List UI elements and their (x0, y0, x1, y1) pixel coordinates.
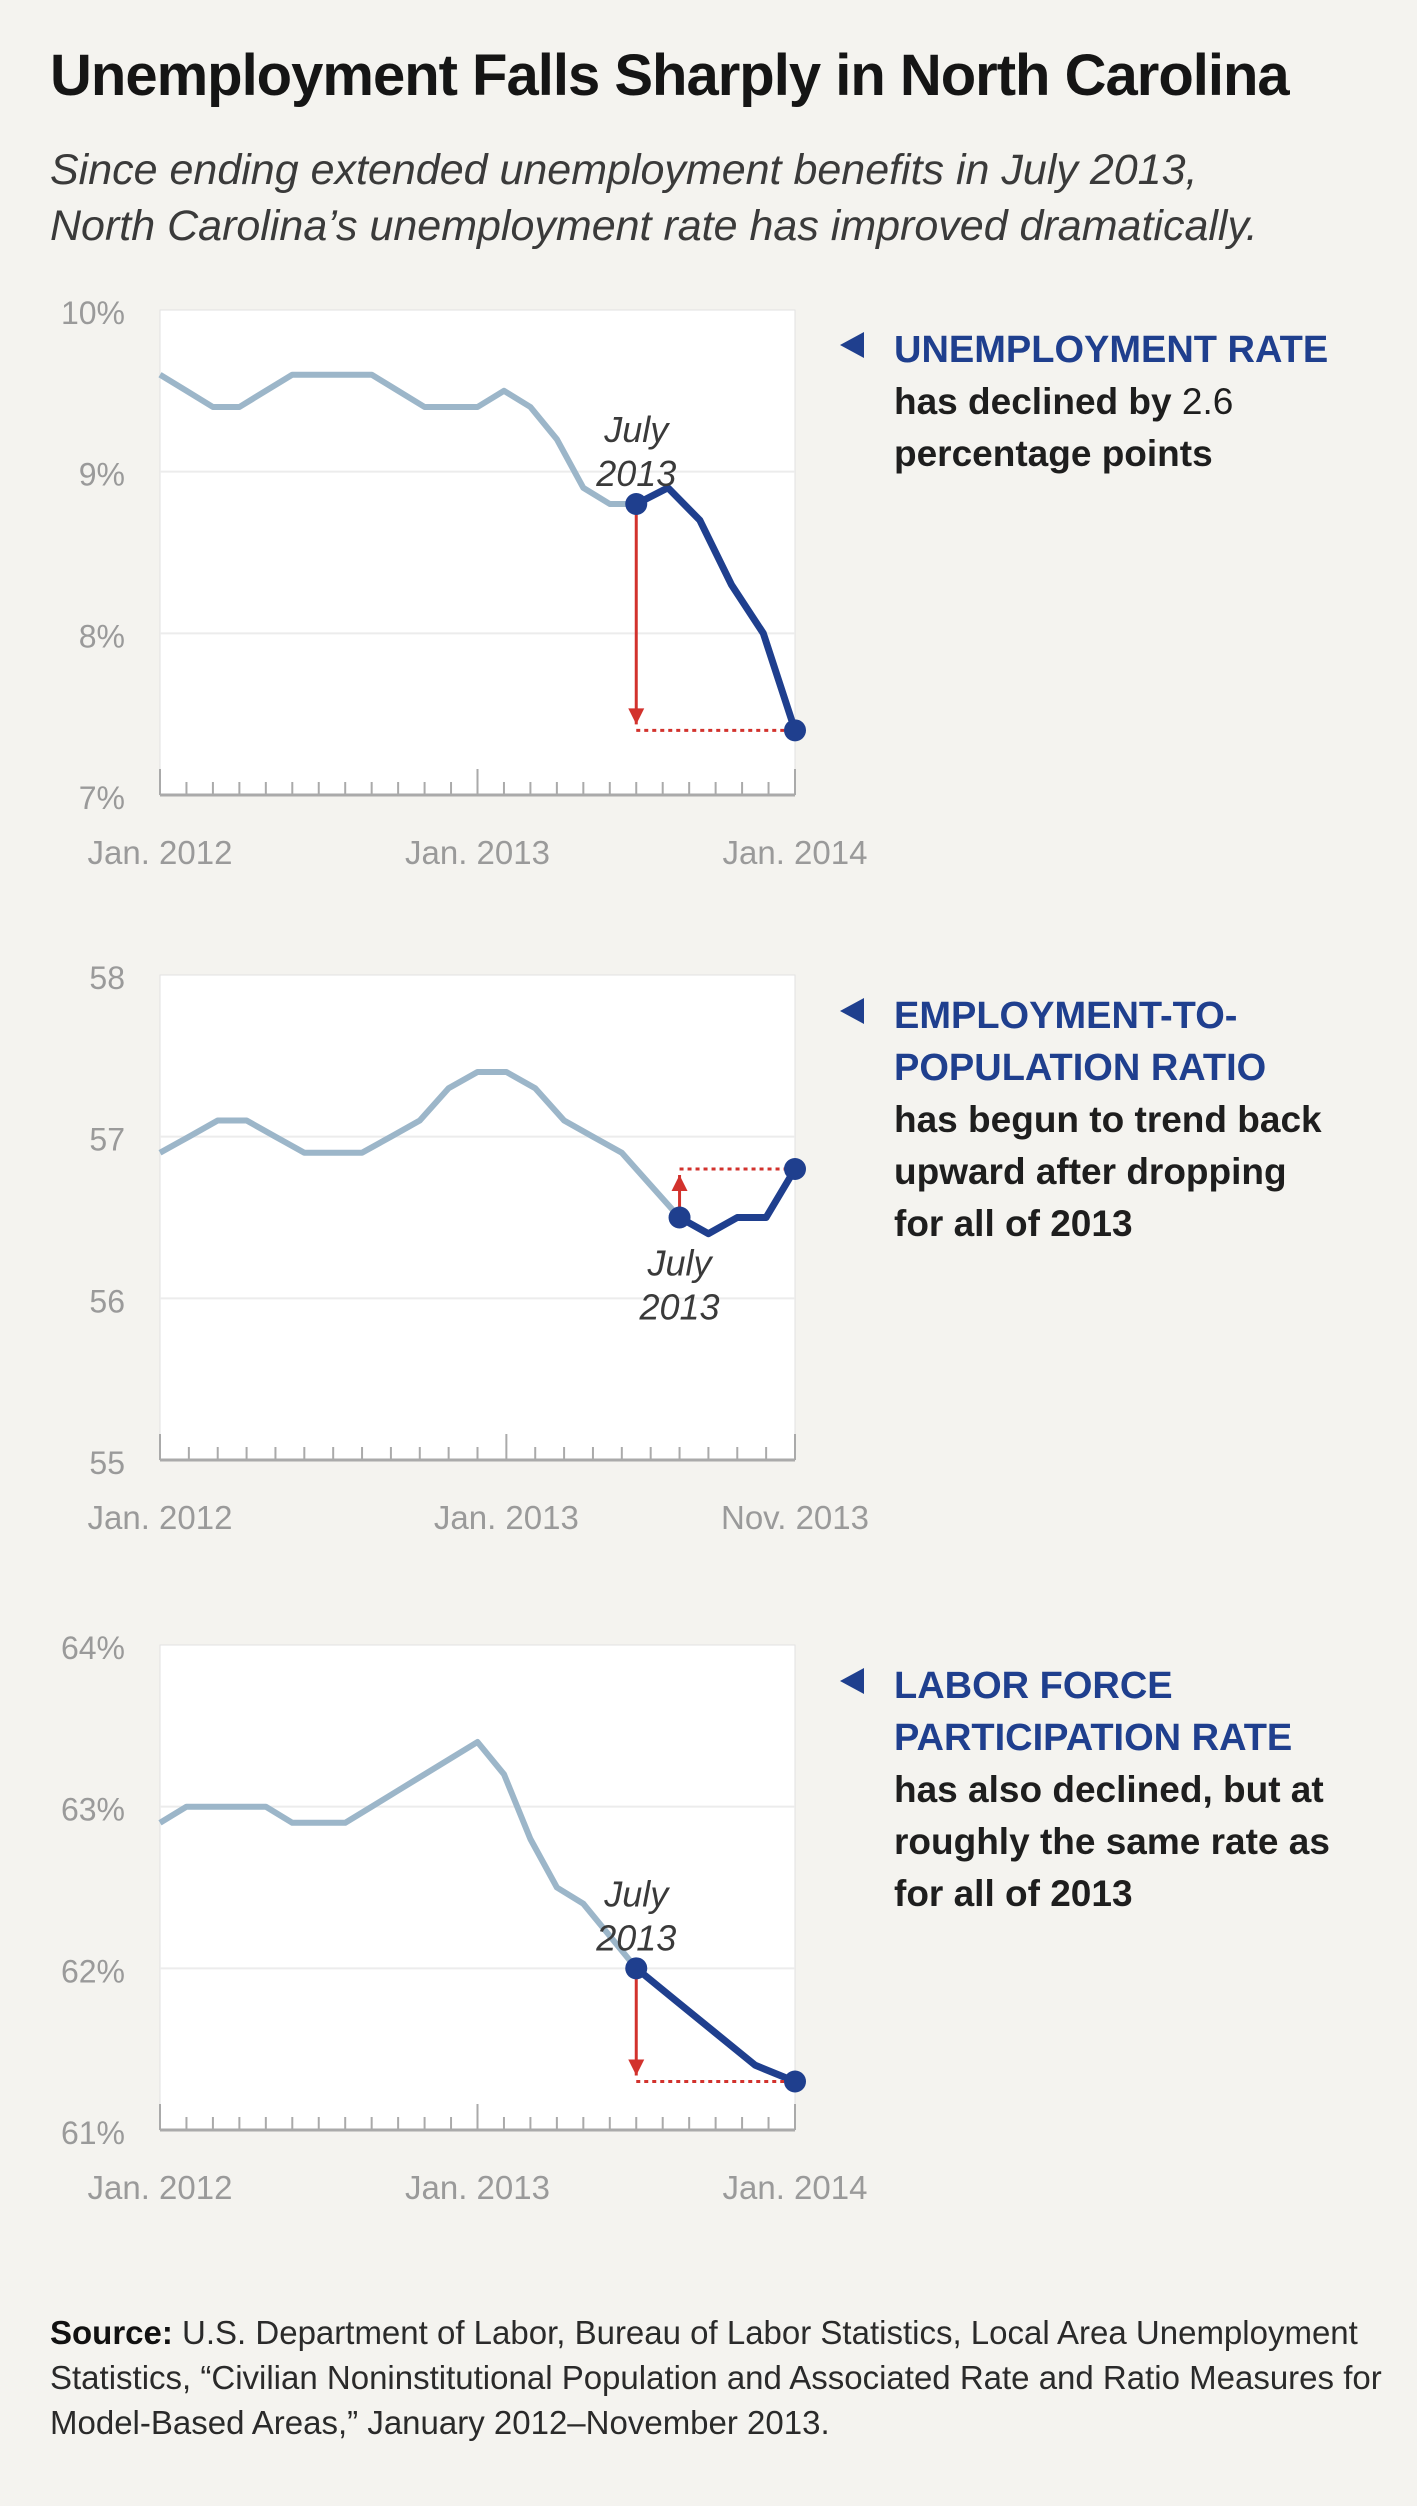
x-tick-label: Nov. 2013 (721, 1499, 869, 1536)
y-tick-label: 62% (61, 1953, 125, 1989)
decline-value: 2.6 (1181, 381, 1234, 422)
x-tick-label: Jan. 2012 (88, 1499, 233, 1536)
x-tick-label: Jan. 2013 (405, 2169, 550, 2206)
y-tick-label: 10% (61, 295, 125, 331)
y-tick-label: 64% (61, 1630, 125, 1666)
callout-label: 2013 (638, 1287, 719, 1328)
plot-area (159, 974, 796, 1461)
y-tick-label: 56 (89, 1283, 125, 1319)
y-tick-label: 7% (79, 780, 125, 816)
page-subtitle: Since ending extended unemployment benef… (50, 146, 1258, 250)
y-tick-label: 55 (89, 1445, 125, 1481)
end-point (784, 2070, 806, 2093)
callout-label: July (603, 1873, 670, 1914)
lfpr-heading: LABOR FORCE PARTICIPATION RATE (840, 1660, 1324, 1764)
callout-label: 2013 (595, 453, 676, 494)
change-arrow-head (628, 708, 645, 725)
labor-force-chart: 64% 63% 62% 61% Jan. 2012 Jan. 2013 Jan. 2014 J… (61, 1630, 868, 2206)
unemployment-annotation: UNEMPLOYMENT RATE has declined by 2.6 pe… (840, 324, 1400, 480)
callout-label: July (603, 409, 670, 450)
start-point (625, 493, 648, 515)
y-tick-label: 58 (89, 960, 125, 996)
plot-area (159, 309, 796, 796)
unemployment-chart: 10% 9% 8% 7% Jan. 2012 Jan. 2013 Jan. 2014 July… (61, 295, 868, 871)
source-note: Source: U.S. Department of Labor, Bureau… (50, 2314, 1382, 2441)
x-tick-label: Jan. 2014 (723, 834, 868, 871)
series-line-after (634, 484, 799, 732)
series-line-before (158, 371, 637, 507)
change-arrow-head (628, 2059, 645, 2076)
series-line-after (634, 1965, 797, 2085)
x-tick-label: Jan. 2013 (405, 834, 550, 871)
y-tick-label: 63% (61, 1792, 125, 1828)
emp-pop-body: has begun to trend back upward after dro… (894, 1099, 1322, 1244)
end-point (784, 1158, 806, 1180)
unemployment-heading: UNEMPLOYMENT RATE (840, 324, 1400, 376)
lfpr-annotation: LABOR FORCE PARTICIPATION RATE has also … (840, 1660, 1400, 1920)
x-tick-label: Jan. 2013 (434, 1499, 579, 1536)
series-line-before (158, 1739, 639, 1971)
start-point (625, 1957, 648, 1980)
callout-label: 2013 (595, 1917, 676, 1958)
series-line-after (677, 1167, 799, 1238)
y-tick-label: 61% (61, 2115, 125, 2151)
callout-label: July (647, 1243, 714, 1284)
change-arrow-head (671, 1175, 688, 1191)
start-point (668, 1206, 691, 1229)
y-tick-label: 57 (89, 1122, 125, 1158)
emp-pop-annotation: EMPLOYMENT-TO-POPULATION RATIO has begun… (840, 990, 1400, 1250)
page-title: Unemployment Falls Sharply in North Caro… (50, 43, 1290, 108)
left-arrow-icon (840, 998, 864, 1024)
series-line-before (158, 1069, 682, 1220)
unemployment-body: has declined by 2.6 percentage points (894, 381, 1234, 474)
emp-pop-heading: EMPLOYMENT-TO-POPULATION RATIO (840, 990, 1324, 1094)
x-tick-label: Jan. 2014 (723, 2169, 868, 2206)
employment-population-chart: 58 57 56 55 Jan. 2012 Jan. 2013 Nov. 2013 July2… (88, 960, 869, 1536)
left-arrow-icon (840, 332, 864, 358)
left-arrow-icon (840, 1668, 864, 1694)
y-tick-label: 9% (79, 457, 125, 493)
end-point (784, 719, 806, 742)
plot-area (159, 1644, 796, 2131)
x-tick-label: Jan. 2012 (88, 2169, 233, 2206)
x-tick-label: Jan. 2012 (88, 834, 233, 871)
lfpr-body: has also declined, but at roughly the sa… (894, 1769, 1330, 1914)
y-tick-label: 8% (79, 618, 125, 654)
